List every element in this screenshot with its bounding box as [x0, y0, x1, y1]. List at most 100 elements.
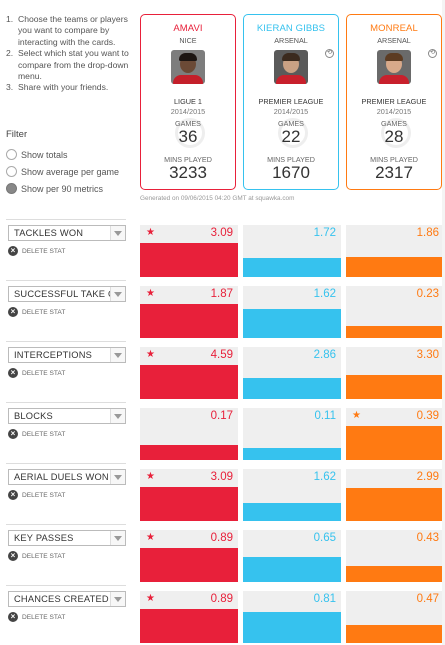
player-club: ARSENAL: [377, 36, 411, 45]
stat-dropdown[interactable]: TACKLES WON: [8, 225, 126, 241]
stat-value: 3.09: [210, 471, 233, 483]
stat-dropdown-label: CHANCES CREATED: [14, 594, 109, 604]
delete-stat-label: DELETE STAT: [22, 308, 66, 316]
stat-dropdown[interactable]: CHANCES CREATED: [8, 591, 126, 607]
stat-cell: 0.89 ★: [140, 530, 238, 582]
stat-cell: 3.09 ★: [140, 469, 238, 521]
delete-stat-label: DELETE STAT: [22, 491, 66, 499]
delete-stat-button[interactable]: × DELETE STAT: [8, 490, 65, 500]
filter-option-label: Show per 90 metrics: [21, 183, 104, 194]
stat-value: 2.86: [313, 349, 336, 361]
stat-bar: [243, 612, 341, 643]
radio-button[interactable]: [6, 183, 17, 194]
delete-stat-button[interactable]: × DELETE STAT: [8, 368, 65, 378]
star-icon: ★: [146, 593, 155, 604]
scrollbar[interactable]: [442, 0, 445, 645]
stat-value: 0.89: [210, 532, 233, 544]
delete-stat-label: DELETE STAT: [22, 552, 66, 560]
stat-bar: [140, 609, 238, 643]
games-ring: [175, 118, 205, 148]
chevron-down-icon[interactable]: [110, 409, 125, 423]
filter-option[interactable]: Show per 90 metrics: [6, 180, 136, 197]
player-name: KIERAN GIBBS: [256, 23, 326, 34]
delete-icon[interactable]: ×: [8, 429, 18, 439]
swap-icon[interactable]: ⟲: [325, 49, 334, 58]
stat-cell: 0.43: [346, 530, 444, 582]
radio-button[interactable]: [6, 149, 17, 160]
player-card[interactable]: AMAVI NICE LIGUE 1 2014/2015 GAMES 36 MINS PLA…: [140, 14, 236, 190]
delete-stat-button[interactable]: × DELETE STAT: [8, 429, 65, 439]
player-league: PREMIER LEAGUE: [361, 97, 427, 106]
games-ring: [278, 118, 308, 148]
games-block: GAMES 36: [141, 117, 235, 153]
stat-value: 2.99: [416, 471, 439, 483]
chevron-down-icon[interactable]: [110, 592, 125, 606]
stat-bar: [140, 445, 238, 460]
stat-cell: 2.86: [243, 347, 341, 399]
chevron-down-icon[interactable]: [110, 287, 125, 301]
chevron-down-icon[interactable]: [110, 226, 125, 240]
stat-cell: 0.17: [140, 408, 238, 460]
stat-dropdown[interactable]: BLOCKS: [8, 408, 126, 424]
star-icon: ★: [146, 532, 155, 543]
chevron-down-icon[interactable]: [110, 348, 125, 362]
player-season: 2014/2015: [170, 107, 206, 116]
delete-icon[interactable]: ×: [8, 368, 18, 378]
stat-cell: 0.39 ★: [346, 408, 444, 460]
filter-option[interactable]: Show totals: [6, 146, 136, 163]
delete-icon[interactable]: ×: [8, 307, 18, 317]
stat-value: 0.23: [416, 288, 439, 300]
filter-option[interactable]: Show average per game: [6, 163, 136, 180]
stat-cell: 2.99: [346, 469, 444, 521]
delete-stat-label: DELETE STAT: [22, 369, 66, 377]
photo-shirt: [379, 75, 409, 84]
delete-icon[interactable]: ×: [8, 551, 18, 561]
stat-dropdown[interactable]: AERIAL DUELS WON: [8, 469, 126, 485]
stat-row: SUCCESSFUL TAKE O × DELETE STAT 1.87 ★ 1.62 0.…: [0, 280, 445, 348]
stat-value: 0.11: [314, 410, 336, 422]
stat-value: 3.30: [416, 349, 439, 361]
stat-dropdown-label: INTERCEPTIONS: [14, 350, 93, 360]
stat-row: BLOCKS × DELETE STAT 0.17 0.11 0.39 ★: [0, 402, 445, 470]
photo-hair: [179, 53, 197, 61]
star-icon: ★: [146, 471, 155, 482]
stat-bar: [346, 426, 444, 460]
stat-bar: [140, 548, 238, 582]
stat-cell: 0.23: [346, 286, 444, 338]
chevron-down-icon[interactable]: [110, 531, 125, 545]
games-label: GAMES: [381, 119, 407, 128]
chevron-down-icon[interactable]: [110, 470, 125, 484]
filter-title: Filter: [6, 129, 28, 140]
swap-icon[interactable]: ⟲: [428, 49, 437, 58]
delete-stat-button[interactable]: × DELETE STAT: [8, 307, 65, 317]
mins-played-value: 2317: [375, 163, 413, 182]
delete-stat-button[interactable]: × DELETE STAT: [8, 246, 65, 256]
stat-row: AERIAL DUELS WON × DELETE STAT 3.09 ★ 1.62 2.9…: [0, 463, 445, 531]
row-divider: [6, 341, 126, 342]
stat-dropdown-label: SUCCESSFUL TAKE O: [14, 289, 110, 299]
stat-dropdown[interactable]: INTERCEPTIONS: [8, 347, 126, 363]
stat-bar: [140, 487, 238, 521]
mins-played-label: MINS PLAYED: [164, 155, 212, 164]
stat-row: TACKLES WON × DELETE STAT 3.09 ★ 1.72 1.86: [0, 219, 445, 287]
stat-dropdown[interactable]: SUCCESSFUL TAKE O: [8, 286, 126, 302]
stat-bar: [243, 258, 341, 277]
star-icon: ★: [146, 288, 155, 299]
delete-icon[interactable]: ×: [8, 246, 18, 256]
stat-bar: [243, 378, 341, 399]
player-card[interactable]: MONREAL ARSENAL ⟲ PREMIER LEAGUE 2014/2015 GA…: [346, 14, 442, 190]
star-icon: ★: [146, 349, 155, 360]
instruction-number: 1.: [6, 14, 14, 24]
stat-cell: 1.62: [243, 469, 341, 521]
stat-dropdown-label: AERIAL DUELS WON: [14, 472, 109, 482]
radio-button[interactable]: [6, 166, 17, 177]
player-card[interactable]: KIERAN GIBBS ARSENAL ⟲ PREMIER LEAGUE 2014/2…: [243, 14, 339, 190]
instruction-text: Select which stat you want to compare fr…: [18, 48, 129, 82]
stat-value: 0.81: [313, 593, 336, 605]
delete-icon[interactable]: ×: [8, 612, 18, 622]
delete-stat-button[interactable]: × DELETE STAT: [8, 551, 65, 561]
delete-icon[interactable]: ×: [8, 490, 18, 500]
stat-dropdown[interactable]: KEY PASSES: [8, 530, 126, 546]
delete-stat-button[interactable]: × DELETE STAT: [8, 612, 65, 622]
instruction-number: 3.: [6, 82, 14, 93]
